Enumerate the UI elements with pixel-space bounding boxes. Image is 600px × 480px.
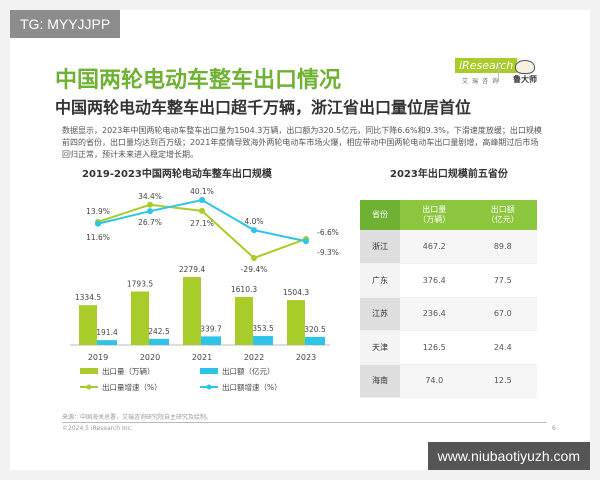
bar-export-value [305, 336, 325, 345]
table-cell: 江苏 [360, 297, 400, 331]
line-point [199, 197, 205, 203]
table-cell: 126.5 [400, 330, 469, 365]
bar-export-volume [235, 296, 253, 345]
table-row: 海南 74.0 12.5 [360, 364, 537, 398]
line-point [199, 207, 205, 214]
logo-divider [498, 62, 499, 82]
legend-marker [86, 384, 92, 390]
watermark-top: TG: MYYJJPP [10, 10, 121, 38]
table-cell: 广东 [360, 263, 400, 298]
bar-export-volume [131, 291, 149, 345]
page-subtitle: 中国两轮电动车整车出口超千万辆，浙江省出口量位居首位 [55, 98, 472, 117]
bar-line-chart: 2019 2020 2021 2022 2023 1334.5 1793.5 2279.4 16… [70, 187, 339, 392]
watermark-bottom: www.niubaotiyuzh.com [427, 442, 590, 470]
bar-label: 1610.3 [231, 285, 257, 294]
table-cell: 海南 [360, 364, 400, 398]
copyright: ©2024.5 iResearch Inc. [62, 425, 133, 432]
chart-title: 2019-2023中国两轮电动车整车出口规模 [82, 169, 272, 180]
legend-swatch [80, 368, 98, 374]
x-tick-label: 2020 [140, 353, 160, 362]
table-cell: 12.5 [468, 364, 537, 398]
line-label: -9.3% [317, 248, 339, 257]
province-table: 省份 出口量 （万辆） 出口额 （亿元） 浙江 467.2 89.8 广东 376.4 77.5 江苏… [360, 200, 537, 398]
bar-export-value [253, 336, 273, 345]
column-header: 出口额 （亿元） [468, 200, 537, 230]
bar-export-volume [287, 300, 305, 345]
iresearch-logo-sub: 艾瑞咨询 [462, 78, 503, 85]
legend-label: 出口额（亿元） [222, 366, 275, 376]
ludashi-label: 鲁大师 [513, 75, 537, 84]
line-point [147, 201, 153, 208]
line-label: 13.9% [86, 207, 110, 216]
legend-marker [206, 384, 212, 390]
column-header: 省份 [360, 200, 400, 230]
x-tick-label: 2023 [296, 353, 316, 362]
x-tick-label: 2019 [88, 353, 108, 362]
table-cell: 浙江 [360, 230, 400, 264]
table-cell: 89.8 [468, 230, 537, 264]
table-cell: 467.2 [400, 230, 469, 264]
legend-label: 出口量（万辆） [102, 366, 155, 376]
table-row: 江苏 236.4 67.0 [360, 297, 537, 331]
bar-label: 320.5 [304, 325, 326, 334]
line-label: -6.6% [317, 228, 339, 237]
line-label: 27.1% [190, 219, 214, 228]
bar-label: 1504.3 [283, 288, 309, 297]
legend-swatch [200, 368, 218, 374]
table-cell: 天津 [360, 330, 400, 365]
mascot-icon [515, 60, 535, 74]
bar-label: 1334.5 [75, 293, 101, 302]
bar-label: 242.5 [148, 327, 170, 336]
page-title: 中国两轮电动车整车出口情况 [55, 68, 342, 93]
table-cell: 77.5 [468, 263, 537, 298]
ludashi-logo: 鲁大师 [507, 60, 543, 85]
body-text: 数据显示，2023年中国两轮电动车整车出口量为1504.3万辆，出口额为320.… [62, 126, 542, 159]
footer-divider [62, 422, 547, 423]
bar-label: 339.7 [200, 324, 222, 333]
bar-export-value [201, 336, 221, 345]
line-point [147, 208, 153, 215]
table-cell: 236.4 [400, 297, 469, 331]
column-header: 出口量 （万辆） [400, 200, 469, 230]
bar-export-volume [79, 305, 97, 345]
bar-label: 1793.5 [127, 279, 153, 288]
table-row: 浙江 467.2 89.8 [360, 230, 537, 264]
x-tick-label: 2021 [192, 353, 212, 362]
table-header: 省份 出口量 （万辆） 出口额 （亿元） [360, 200, 537, 230]
source-note: 来源：中国海关总署，艾瑞咨询研究院自主研究及绘制。 [62, 414, 213, 421]
line-point [251, 255, 257, 261]
bar-export-value [97, 340, 117, 345]
table-row: 广东 376.4 77.5 [360, 263, 537, 298]
legend-label: 出口额增速（%） [222, 382, 282, 392]
iresearch-logo: iResearch [455, 58, 518, 73]
table-cell: 24.4 [468, 330, 537, 365]
line-point [303, 238, 309, 245]
line-point [95, 220, 101, 227]
line-label: 26.7% [138, 218, 162, 227]
line-label: -29.4% [241, 265, 268, 274]
bar-label: 2279.4 [179, 265, 205, 274]
legend-label: 出口量增速（%） [102, 382, 162, 392]
line-point [251, 227, 257, 234]
bar-export-value [149, 338, 169, 345]
line-label: 4.0% [244, 217, 263, 226]
table-row: 天津 126.5 24.4 [360, 330, 537, 365]
table-cell: 376.4 [400, 263, 469, 298]
bar-label: 191.4 [96, 328, 118, 337]
line-label: 34.4% [138, 192, 162, 201]
table-cell: 74.0 [400, 364, 469, 398]
line-label: 11.6% [86, 233, 110, 242]
table-cell: 67.0 [468, 297, 537, 331]
x-tick-label: 2022 [244, 353, 264, 362]
bar-export-volume [183, 277, 201, 345]
page-number: 6 [552, 425, 556, 432]
bar-label: 353.5 [252, 324, 274, 333]
table-title: 2023年出口规模前五省份 [390, 169, 508, 180]
line-label: 40.1% [190, 187, 214, 196]
